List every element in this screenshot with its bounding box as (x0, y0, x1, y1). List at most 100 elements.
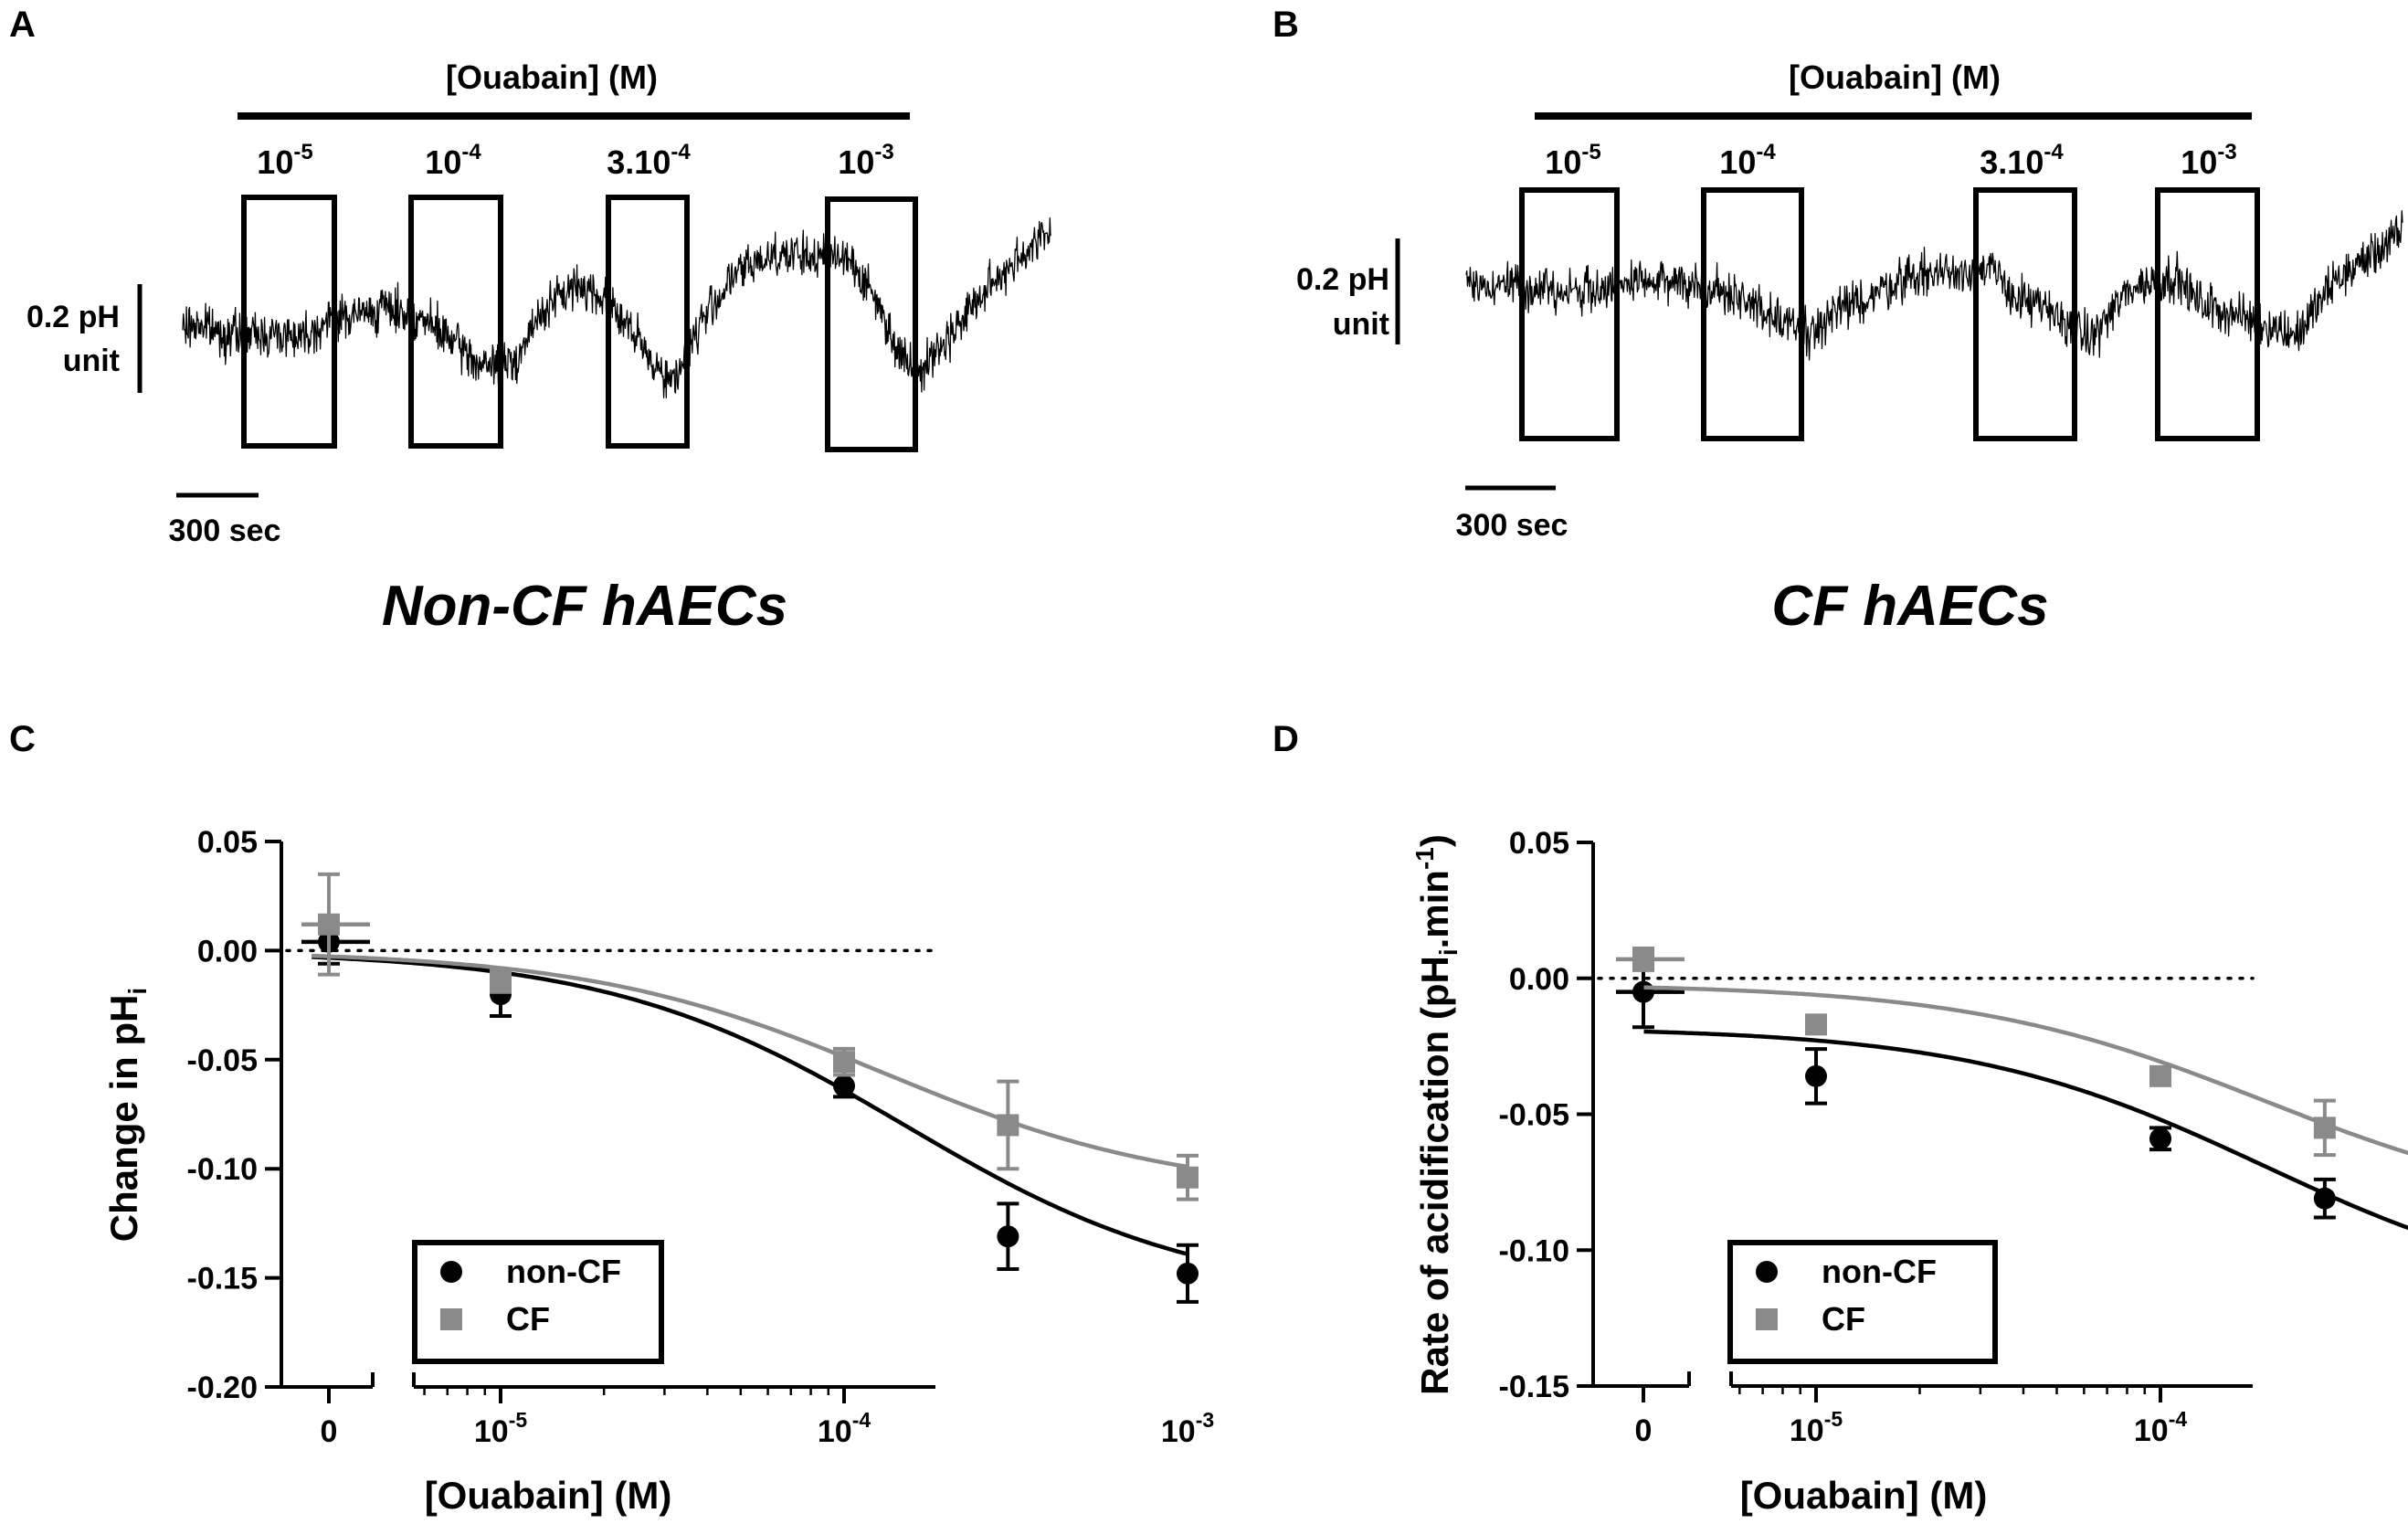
x-tick-exponent: -5 (509, 1408, 528, 1432)
panel-b-ph-scale-label-1: 0.2 pH (1296, 262, 1389, 297)
panel-b: B [Ouabain] (M) 10-5 10-4 3.10-4 10-3 0.… (1273, 5, 2403, 638)
panel-d-chart: 0.050.00-0.05-0.10-0.15010-510-410-3non-… (1410, 826, 2408, 1517)
conc-exp: -3 (874, 140, 893, 164)
legend-box (1727, 1240, 1998, 1364)
data-point-CF (2313, 1117, 2336, 1139)
fit-curve-CF (1643, 985, 2408, 1156)
panel-a-ouabain-bar-label: [Ouabain] (M) (446, 58, 658, 96)
y-axis-title: Rate of acidification (pHi.min-1) (1410, 834, 1463, 1395)
panel-c-label: C (9, 719, 36, 759)
y-tick-label: 0.05 (197, 825, 258, 860)
panel-a-label: A (9, 5, 36, 45)
panel-a-conc-1: 10-5 (257, 140, 312, 181)
panel-b-conc-1: 10-5 (1545, 140, 1600, 181)
panel-a-title: Non-CF hAECs (382, 575, 787, 638)
data-point-non-CF (2149, 1127, 2171, 1150)
x-tick-label: 0 (321, 1414, 338, 1449)
legend-label-CF: CF (1822, 1300, 1865, 1338)
x-tick-base: 0 (1635, 1413, 1653, 1448)
conc-base: 10 (257, 143, 293, 181)
x-tick-label: 0 (1635, 1413, 1653, 1448)
legend-marker-non-CF (1756, 1261, 1778, 1283)
y-tick-label: -0.15 (1499, 1370, 1570, 1404)
y-title-part: .min (1413, 870, 1456, 948)
panel-b-title: CF hAECs (1771, 575, 2048, 638)
y-tick-label: -0.10 (187, 1152, 259, 1187)
x-tick-base: 0 (321, 1414, 338, 1449)
legend-marker-CF (440, 1308, 462, 1330)
y-tick-label: -0.15 (187, 1262, 259, 1296)
x-tick-exponent: -4 (2169, 1407, 2188, 1431)
conc-base: 10 (2181, 143, 2217, 181)
x-tick-label: 10-3 (1161, 1408, 1214, 1449)
legend-marker-CF (1756, 1308, 1778, 1330)
series-CF (301, 872, 1199, 1201)
legend-label-CF: CF (506, 1300, 550, 1338)
fit-curve-non-CF (312, 955, 1188, 1256)
panel-b-conc-2: 10-4 (1719, 140, 1776, 181)
data-point-non-CF (1177, 1262, 1199, 1285)
data-point-CF (490, 969, 512, 992)
series-non-CF (1616, 954, 2408, 1231)
conc-exp: -3 (2217, 140, 2236, 164)
panel-a-time-scale-label: 300 sec (169, 513, 281, 548)
x-tick-base: 10 (1790, 1413, 1824, 1448)
data-point-non-CF (1805, 1064, 1827, 1087)
conc-base: 3.10 (607, 143, 671, 181)
x-tick-base: 10 (2134, 1413, 2169, 1448)
panel-a-ph-scale-label-2: unit (63, 344, 120, 378)
panel-a-window-3 (606, 195, 690, 449)
panel-a-conc-3: 3.10-4 (607, 140, 691, 181)
y-title-part: Change in pH (102, 995, 145, 1243)
data-point-CF (1632, 947, 1654, 970)
fit-curve-non-CF (1643, 1029, 2408, 1231)
data-point-non-CF (833, 1074, 855, 1097)
x-tick-exponent: -5 (1824, 1407, 1843, 1431)
panel-a-conc-4: 10-3 (838, 140, 893, 181)
conc-base: 10 (1719, 143, 1756, 181)
y-tick-label: -0.20 (187, 1371, 259, 1405)
panel-c: C 0.050.00-0.05-0.10-0.15-0.200 10-5 10-4 1… (9, 719, 1214, 1517)
y-title-part: Rate of acidification (pH (1413, 956, 1456, 1395)
data-point-non-CF (997, 1225, 1019, 1248)
data-point-CF (997, 1114, 1019, 1137)
data-point-CF (1177, 1166, 1199, 1189)
conc-base: 10 (838, 143, 874, 181)
panel-b-window-1 (1519, 187, 1620, 441)
conc-exp: -4 (671, 140, 691, 164)
y-tick-label: -0.05 (1499, 1098, 1570, 1133)
x-tick-label: 10-5 (1790, 1407, 1843, 1448)
x-tick-exponent: -3 (1196, 1408, 1214, 1432)
data-point-non-CF (1632, 980, 1654, 1003)
x-axis-title: [Ouabain] (M) (425, 1474, 672, 1517)
panel-a-window-2 (408, 195, 503, 449)
x-tick-label: 10-4 (2134, 1407, 2187, 1448)
y-title-part: ) (1413, 834, 1456, 847)
panel-a-ph-scale-label-1: 0.2 pH (26, 300, 120, 334)
fit-curve-CF (312, 953, 1188, 1169)
panel-b-window-2 (1701, 187, 1804, 441)
conc-exp: -5 (293, 140, 312, 164)
legend-label-non-CF: non-CF (506, 1253, 621, 1290)
conc-exp: -4 (461, 140, 481, 164)
panel-b-conc-4: 10-3 (2181, 140, 2236, 181)
y-tick-label: 0.00 (197, 934, 258, 968)
data-point-CF (2149, 1064, 2171, 1087)
data-point-CF (1805, 1013, 1827, 1036)
x-tick-label: 10-4 (818, 1408, 871, 1449)
conc-exp: -4 (1756, 140, 1776, 164)
y-tick-label: 0.05 (1509, 826, 1569, 861)
panel-b-ph-scale-label-2: unit (1333, 307, 1389, 342)
series-CF (1616, 947, 2408, 1158)
series-non-CF (301, 917, 1199, 1304)
conc-base: 10 (425, 143, 461, 181)
data-point-CF (833, 1051, 855, 1074)
conc-base: 10 (1545, 143, 1581, 181)
data-point-non-CF (2313, 1187, 2336, 1210)
panel-a-conc-2: 10-4 (425, 140, 481, 181)
panel-b-window-3 (1973, 187, 2077, 441)
panel-b-ouabain-bar-label: [Ouabain] (M) (1789, 58, 2001, 96)
y-tick-label: 0.00 (1509, 962, 1569, 997)
panel-c-chart: 0.050.00-0.05-0.10-0.15-0.200 10-5 10-4 10-… (102, 825, 1214, 1517)
